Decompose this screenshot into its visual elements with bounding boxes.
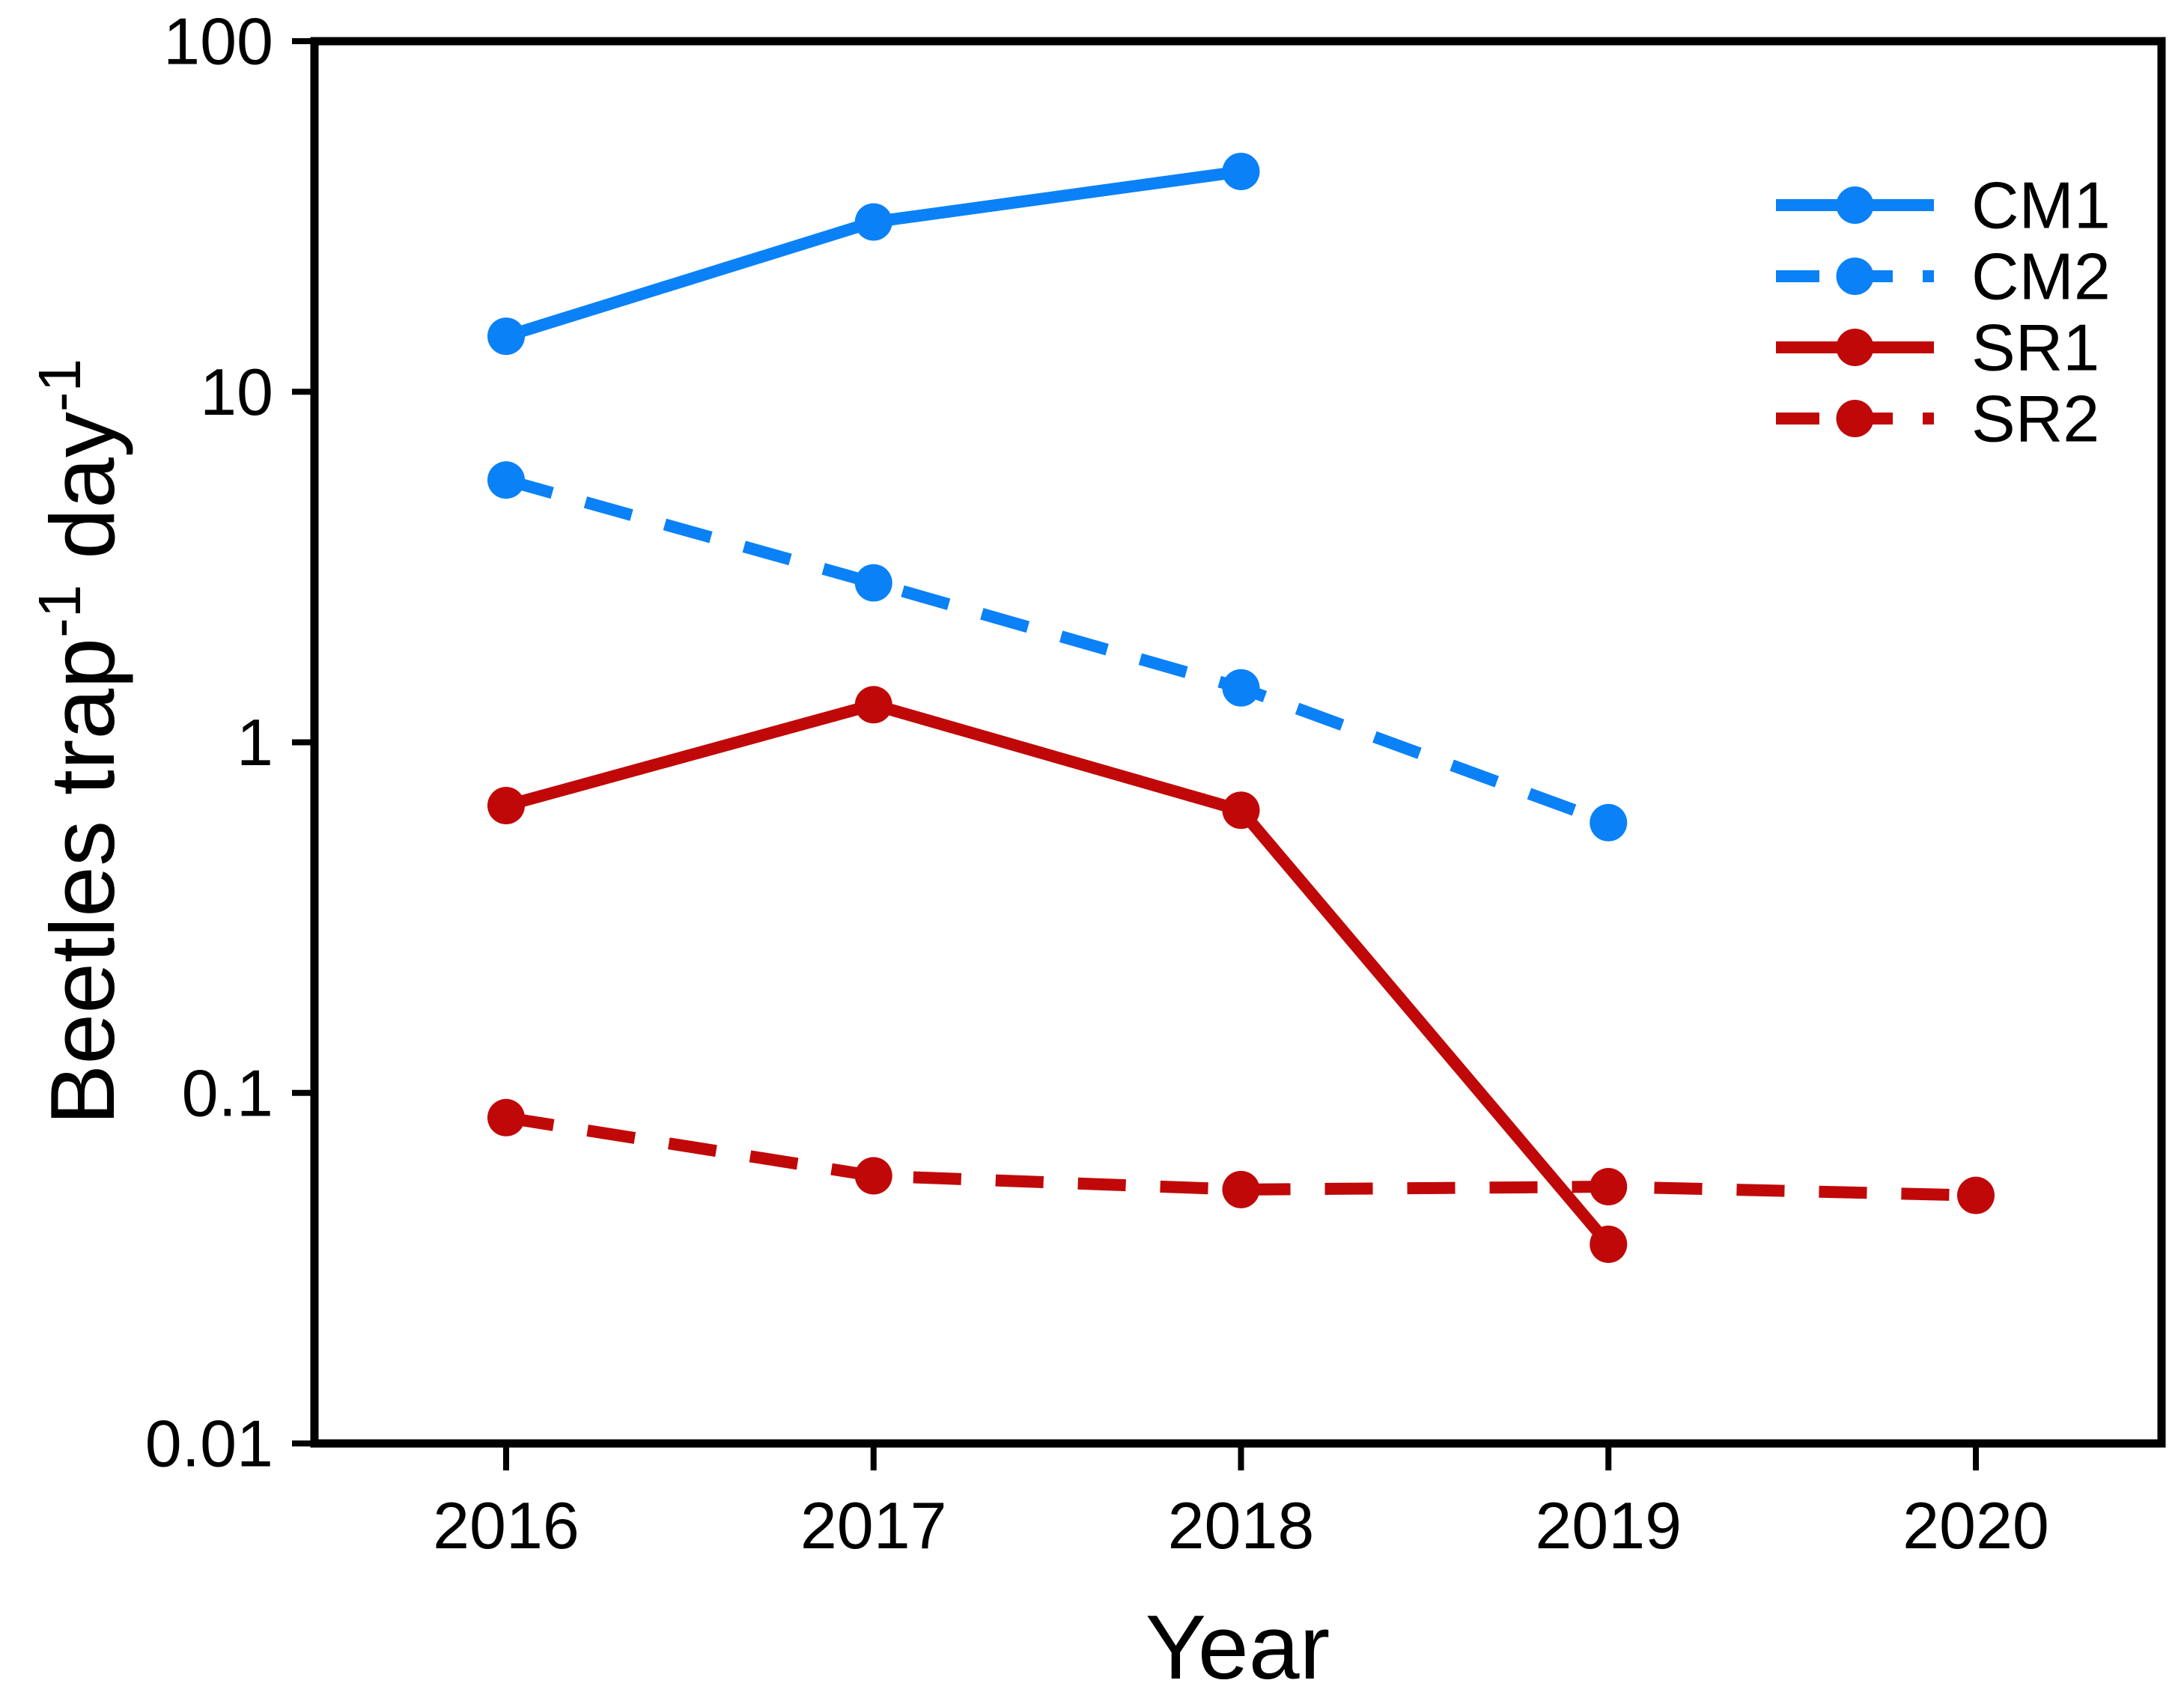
legend-item-CM2: CM2 bbox=[1776, 240, 2111, 314]
point-SR2-2016 bbox=[487, 1098, 525, 1136]
plot-frame bbox=[310, 37, 2166, 1448]
legend-item-SR2: SR2 bbox=[1776, 382, 2099, 456]
plot-background bbox=[314, 41, 2162, 1443]
series-line-SR1 bbox=[504, 699, 1613, 1249]
y-tick-label-0.1: 0.1 bbox=[182, 1056, 273, 1130]
legend-item-SR1: SR1 bbox=[1776, 311, 2099, 385]
x-tick-label-2020: 2020 bbox=[1902, 1488, 2049, 1562]
x-tick-label-2018: 2018 bbox=[1168, 1488, 1315, 1562]
series-line-CM2 bbox=[504, 474, 1611, 829]
point-SR2-2017 bbox=[854, 1157, 892, 1195]
point-CM1-2017 bbox=[854, 203, 892, 241]
point-SR2-2019 bbox=[1590, 1168, 1628, 1206]
series-line-SR2 bbox=[505, 1111, 1977, 1202]
point-SR1-2018 bbox=[1222, 791, 1260, 830]
x-axis-title: Year bbox=[1146, 1596, 1330, 1698]
y-tick-label-10: 10 bbox=[200, 355, 273, 429]
x-tick-label-2017: 2017 bbox=[800, 1488, 947, 1562]
point-SR1-2019 bbox=[1590, 1225, 1628, 1263]
point-CM1-2018 bbox=[1222, 153, 1260, 191]
legend-marker-icon-SR1 bbox=[1836, 329, 1874, 366]
legend-marker-icon-CM2 bbox=[1836, 258, 1874, 295]
x-tick-label-2016: 2016 bbox=[433, 1488, 580, 1562]
legend-marker-icon-SR2 bbox=[1836, 400, 1874, 437]
point-SR1-2016 bbox=[487, 786, 525, 824]
legend-marker-icon-CM1 bbox=[1836, 186, 1874, 224]
point-SR1-2017 bbox=[854, 686, 892, 724]
x-axis-ticks: 2016 2017 2018 2019 2020 bbox=[433, 1443, 2049, 1562]
point-CM2-2017 bbox=[854, 564, 892, 602]
legend-item-CM1: CM1 bbox=[1776, 168, 2111, 243]
legend-label-SR2: SR2 bbox=[1971, 382, 2099, 456]
y-axis-title: Beetles trap-1 day-1 bbox=[26, 359, 133, 1125]
y-axis-ticks: 100 10 1 0.1 0.01 bbox=[145, 4, 314, 1481]
point-CM2-2018 bbox=[1222, 669, 1260, 707]
legend-label-CM1: CM1 bbox=[1971, 168, 2111, 243]
y-tick-label-100: 100 bbox=[163, 4, 273, 79]
x-tick-label-2019: 2019 bbox=[1535, 1488, 1682, 1562]
y-tick-label-0.01: 0.01 bbox=[145, 1407, 273, 1481]
legend-label-SR1: SR1 bbox=[1971, 311, 2099, 385]
point-CM2-2016 bbox=[487, 461, 525, 499]
point-SR2-2020 bbox=[1957, 1176, 1995, 1214]
series-layer bbox=[487, 153, 1995, 1263]
point-CM1-2016 bbox=[487, 317, 525, 356]
point-SR2-2018 bbox=[1222, 1170, 1260, 1208]
point-CM2-2019 bbox=[1590, 803, 1628, 842]
y-tick-label-1: 1 bbox=[237, 705, 273, 779]
legend-label-CM2: CM2 bbox=[1971, 240, 2111, 314]
